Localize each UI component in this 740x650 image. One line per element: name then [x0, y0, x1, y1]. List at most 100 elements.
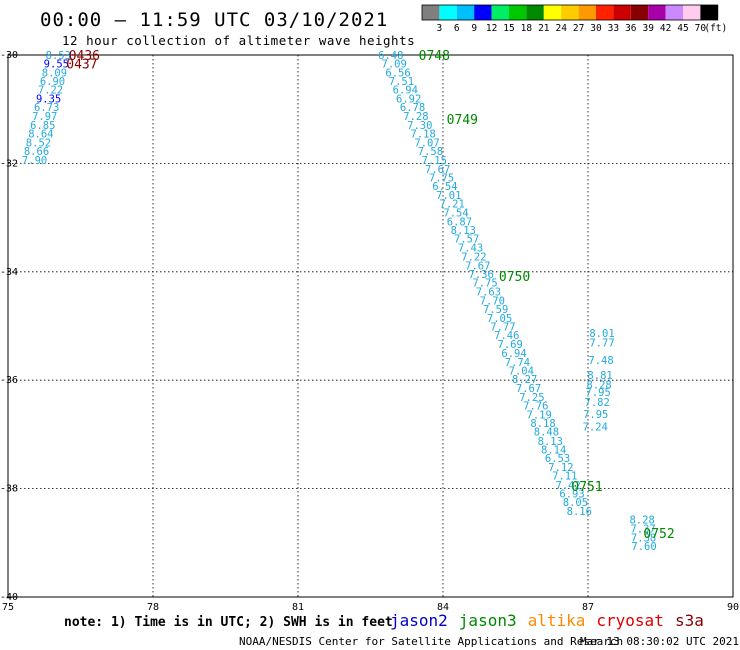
swh-value: 6.85	[30, 120, 55, 132]
swh-value: 6.90	[40, 76, 65, 88]
swh-value: 7.11	[552, 471, 577, 483]
colorbar-frame	[421, 4, 719, 21]
mission-legend: jason2 jason3 altika cryosat s3a	[390, 611, 704, 630]
colorbar-label: 12	[486, 23, 497, 34]
swh-value: 7.90	[22, 155, 47, 167]
colorbar-label: 6	[454, 23, 460, 34]
swh-value: 8.09	[42, 67, 67, 79]
colorbar-label: 45	[677, 23, 688, 34]
swh-value: 6.94	[393, 85, 418, 97]
colorbar-swatch	[561, 5, 579, 20]
chart-subtitle: 12 hour collection of altimeter wave hei…	[62, 33, 415, 48]
swh-value: 9.55	[44, 59, 69, 71]
colorbar-label: 30	[590, 23, 602, 34]
time-label: 0750	[499, 270, 530, 285]
x-tick-label: 87	[582, 602, 594, 613]
time-label: 0748	[419, 49, 450, 64]
swh-value: 8.14	[541, 445, 566, 457]
swh-value: 8.28	[586, 380, 611, 392]
y-tick-label: -40	[0, 592, 18, 603]
track-layer: 8.539.558.096.907.229.356.737.976.858.64…	[22, 49, 675, 553]
chart-title: 00:00 – 11:59 UTC 03/10/2021	[40, 9, 388, 31]
swh-value: 7.05	[487, 313, 512, 325]
time-label: 0752	[643, 527, 674, 542]
footer: note: 1) Time is in UTC; 2) SWH is in fe…	[64, 611, 739, 648]
y-tick-label: -32	[0, 158, 18, 169]
swh-value: 8.05	[563, 497, 588, 509]
colorbar: 3 6 9 12 15 18 21 24 27 30 33 36 39 42 45 70(ft)	[421, 4, 727, 34]
swh-value: 7.95	[583, 409, 608, 421]
swh-value: 7.42	[556, 480, 581, 492]
swh-value: 7.15	[422, 155, 447, 167]
swh-value: 7.67	[516, 383, 541, 395]
x-tick-label: 78	[147, 602, 159, 613]
colorbar-swatch	[474, 5, 492, 20]
swh-value: 7.12	[548, 462, 573, 474]
swh-value: 9.35	[36, 93, 61, 105]
colorbar-label: 70	[695, 23, 707, 34]
swh-value: 8.53	[46, 50, 71, 62]
swh-value: 6.94	[501, 348, 526, 360]
swh-value: 7.69	[498, 339, 523, 351]
footer-note: note: 1) Time is in UTC; 2) SWH is in fe…	[64, 615, 393, 630]
swh-value: 7.22	[38, 85, 63, 97]
swh-value: 8.66	[24, 146, 49, 158]
swh-value: 7.38	[631, 532, 656, 544]
colorbar-swatch	[526, 5, 544, 20]
time-label: 0749	[447, 113, 478, 128]
swh-value: 8.52	[26, 137, 51, 149]
colorbar-swatch	[700, 5, 718, 20]
colorbar-swatch	[509, 5, 527, 20]
mission-jason3: jason3	[459, 611, 517, 630]
swh-value: 7.82	[585, 397, 610, 409]
colorbar-swatch	[613, 5, 631, 20]
x-tick-label: 84	[437, 602, 449, 613]
swh-value: 8.27	[512, 374, 537, 386]
swh-value: 6.48	[378, 50, 403, 62]
swh-value: 7.63	[476, 286, 501, 298]
colorbar-label: 15	[503, 23, 514, 34]
x-tick-label: 75	[2, 602, 14, 613]
swh-value: 7.04	[509, 365, 534, 377]
plot-frame	[7, 54, 734, 598]
swh-value: 6.92	[396, 93, 421, 105]
swh-value: 8.01	[589, 328, 614, 340]
footer-generated: Mar 13 08:30:02 UTC 2021	[580, 635, 739, 648]
swh-value: 7.75	[429, 172, 454, 184]
colorbar-label: 42	[660, 23, 671, 34]
swh-value: 7.21	[440, 199, 465, 211]
time-label: 0436	[69, 49, 100, 64]
y-tick-label: -38	[0, 484, 18, 495]
colorbar-label: 39	[642, 23, 654, 34]
y-tick-label: -36	[0, 375, 18, 386]
swh-value: 8.48	[534, 427, 559, 439]
swh-value: 7.67	[425, 164, 450, 176]
swh-value: 6.78	[400, 102, 425, 114]
swh-value: 6.53	[545, 453, 570, 465]
swh-value: 7.18	[411, 129, 436, 141]
swh-value: 7.75	[472, 278, 497, 290]
swh-value: 7.95	[586, 387, 611, 399]
time-label: 0751	[571, 480, 602, 495]
swh-value: 7.30	[407, 120, 432, 132]
colorbar-swatch	[648, 5, 666, 20]
swh-value: 7.60	[631, 541, 656, 553]
swh-value: 7.01	[436, 190, 461, 202]
swh-value: 8.64	[28, 129, 53, 141]
swh-value: 8.13	[451, 225, 476, 237]
mission-jason2: jason2	[390, 611, 448, 630]
swh-value: 7.74	[505, 357, 530, 369]
swh-value: 8.81	[587, 370, 612, 382]
colorbar-swatch	[439, 5, 457, 20]
swh-value: 7.46	[494, 330, 519, 342]
swh-value: 7.70	[480, 296, 505, 308]
swh-value: 7.22	[461, 252, 486, 264]
y-tick-label: -34	[0, 267, 18, 278]
colorbar-swatch	[596, 5, 614, 20]
swh-value: 7.19	[527, 409, 552, 421]
swh-value: 7.43	[458, 242, 483, 254]
swh-value: 7.07	[414, 137, 439, 149]
swh-value: 7.25	[519, 392, 544, 404]
colorbar-label: 36	[625, 23, 637, 34]
